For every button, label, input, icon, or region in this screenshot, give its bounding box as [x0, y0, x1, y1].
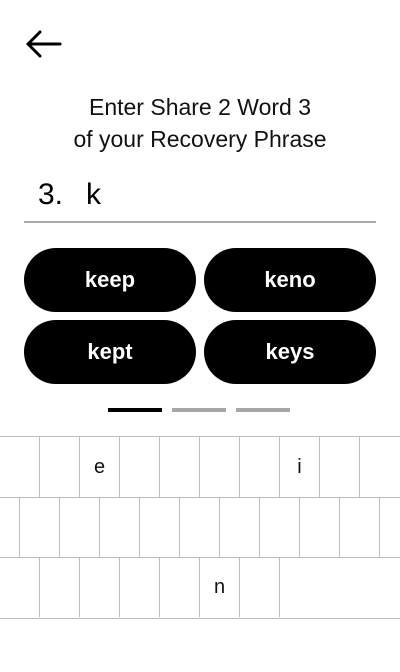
keyboard-key[interactable]	[80, 557, 120, 617]
suggestion-button-keep[interactable]: keep	[24, 248, 196, 312]
keyboard-key[interactable]	[200, 437, 240, 497]
keyboard-key[interactable]	[120, 557, 160, 617]
page-indicator-2	[172, 408, 226, 412]
keyboard-key[interactable]	[100, 497, 140, 557]
keyboard-key[interactable]	[20, 497, 60, 557]
keyboard-row-2	[0, 497, 400, 558]
keyboard-key[interactable]	[320, 437, 360, 497]
keyboard-key[interactable]	[0, 497, 20, 557]
keyboard-key[interactable]	[60, 497, 100, 557]
keyboard-key[interactable]	[0, 437, 40, 497]
keyboard-key[interactable]	[280, 557, 400, 617]
page-indicator-1	[108, 408, 162, 412]
keyboard-key[interactable]	[40, 557, 80, 617]
title-line-1: Enter Share 2 Word 3	[88, 94, 312, 120]
word-entry-field[interactable]: 3.	[24, 171, 376, 223]
page-title: Enter Share 2 Word 3 of your Recovery Ph…	[0, 91, 400, 155]
keyboard-row-3: n	[0, 557, 400, 617]
word-input[interactable]	[86, 175, 366, 215]
keyboard-key[interactable]	[360, 437, 400, 497]
keyboard-key[interactable]	[180, 497, 220, 557]
keyboard-key[interactable]	[140, 497, 180, 557]
keyboard-key[interactable]	[40, 437, 80, 497]
keyboard-key[interactable]	[220, 497, 260, 557]
key-e[interactable]: e	[80, 437, 120, 497]
arrow-left-icon	[26, 30, 62, 58]
keyboard-key[interactable]	[260, 497, 300, 557]
keyboard-key[interactable]	[240, 437, 280, 497]
suggestion-button-keys[interactable]: keys	[204, 320, 376, 384]
back-button[interactable]	[24, 28, 64, 60]
page-indicator-3	[236, 408, 290, 412]
suggestion-button-keno[interactable]: keno	[204, 248, 376, 312]
key-i[interactable]: i	[280, 437, 320, 497]
keyboard-key[interactable]	[240, 557, 280, 617]
title-line-2: of your Recovery Phrase	[73, 126, 327, 152]
suggestion-button-kept[interactable]: kept	[24, 320, 196, 384]
keyboard-key[interactable]	[160, 557, 200, 617]
key-n[interactable]: n	[200, 557, 240, 617]
keyboard-key[interactable]	[300, 497, 340, 557]
keyboard-key[interactable]	[160, 437, 200, 497]
keyboard-key[interactable]	[0, 557, 40, 617]
keyboard-key[interactable]	[120, 437, 160, 497]
word-index-label: 3.	[38, 178, 64, 211]
keyboard-key[interactable]	[340, 497, 380, 557]
